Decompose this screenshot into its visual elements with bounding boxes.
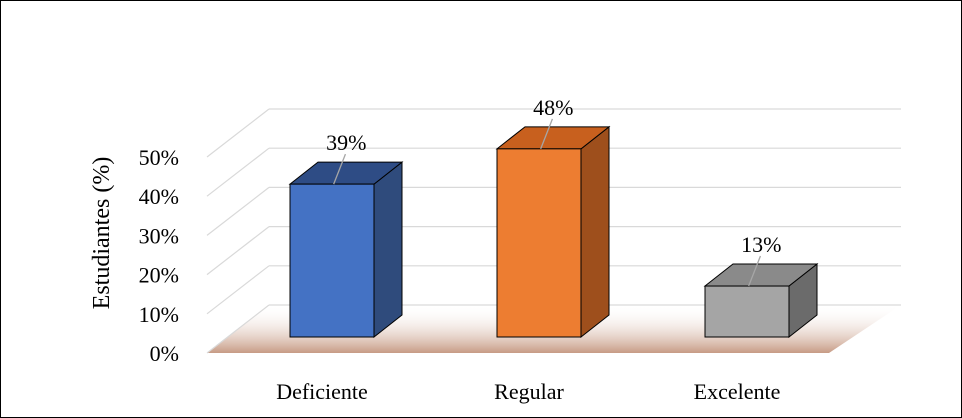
gridline-side: [206, 147, 270, 197]
y-tick-label: 10%: [139, 302, 179, 327]
data-label: 48%: [533, 95, 573, 120]
gridline-side: [206, 108, 270, 158]
y-tick-label: 20%: [139, 263, 179, 288]
bar-excelente: [704, 285, 790, 338]
data-label-leader: [748, 255, 762, 287]
data-label-leader: [333, 153, 347, 185]
gridline-side: [206, 186, 270, 236]
y-axis-label: Estudiantes (%): [89, 157, 115, 310]
y-tick-label: 50%: [139, 145, 179, 170]
data-label: 13%: [741, 232, 781, 257]
x-tick-label: Excelente: [694, 379, 781, 404]
gridline-side: [206, 265, 270, 315]
x-tick-label: Deficiente: [276, 379, 368, 404]
y-tick-label: 30%: [139, 223, 179, 248]
gridline-side: [206, 226, 270, 276]
bar-deficiente: [289, 183, 375, 338]
bar-side-face: [373, 161, 403, 339]
x-tick-label: Regular: [494, 379, 564, 404]
y-tick-label: 0%: [150, 341, 179, 366]
data-label-leader: [540, 118, 554, 150]
y-tick-label: 40%: [139, 184, 179, 209]
bar-side-face: [580, 125, 610, 339]
data-label: 39%: [326, 130, 366, 155]
gridline-side: [206, 304, 270, 354]
bar-regular: [496, 148, 582, 338]
